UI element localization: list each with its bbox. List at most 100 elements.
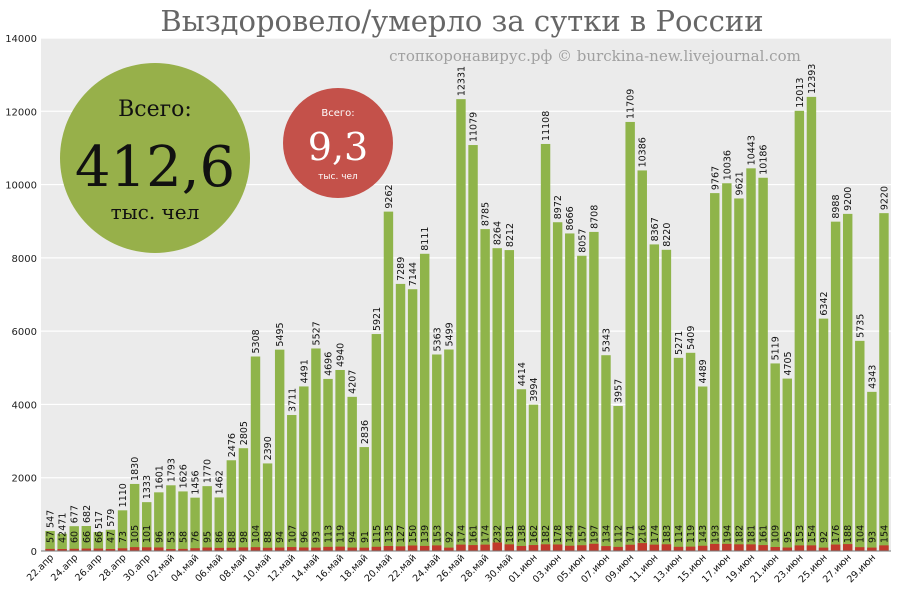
died-value-label: 91 — [360, 531, 371, 543]
died-value-label: 53 — [166, 531, 177, 543]
died-value-label: 188 — [843, 525, 854, 543]
died-bar — [311, 547, 321, 551]
died-value-label: 182 — [734, 525, 745, 543]
recovered-value-label: 8988 — [831, 194, 842, 218]
recovered-value-label: 5343 — [601, 328, 612, 352]
died-bar — [383, 546, 394, 551]
died-bar — [685, 546, 696, 551]
y-tick-label: 14000 — [5, 34, 37, 45]
died-value-label: 138 — [517, 525, 528, 543]
recovered-value-label: 8785 — [481, 202, 492, 226]
recovered-value-label: 1793 — [166, 458, 177, 482]
died-bar — [492, 542, 502, 551]
died-bar — [830, 544, 841, 551]
recovered-bar — [746, 168, 756, 552]
recovered-bar — [432, 354, 442, 551]
recovered-bar — [710, 193, 720, 552]
died-value-label: 153 — [432, 525, 443, 543]
recovered-bar — [69, 526, 79, 551]
died-value-label: 127 — [396, 525, 407, 543]
died-value-label: 66 — [82, 531, 93, 543]
recovered-bar — [299, 386, 309, 551]
died-bar — [661, 544, 672, 551]
recovered-bar — [335, 369, 345, 551]
died-value-label: 114 — [674, 525, 685, 543]
recovered-bar — [250, 356, 261, 551]
total-recovered-label-top: Всего: — [118, 97, 192, 122]
died-bar — [818, 547, 829, 551]
recovered-bar — [867, 391, 877, 551]
died-value-label: 161 — [759, 525, 770, 543]
recovered-value-label: 11709 — [626, 89, 637, 119]
died-value-label: 157 — [577, 525, 588, 543]
died-value-label: 232 — [493, 525, 504, 543]
died-value-label: 112 — [614, 525, 625, 543]
recovered-value-label: 4489 — [698, 359, 709, 383]
died-value-label: 95 — [203, 531, 214, 543]
recovered-value-label: 3957 — [614, 379, 625, 403]
died-bar — [758, 545, 768, 551]
died-value-label: 174 — [456, 525, 467, 543]
died-value-label: 76 — [191, 531, 202, 543]
died-value-label: 101 — [142, 525, 153, 543]
recovered-value-label: 579 — [106, 509, 117, 527]
recovered-value-label: 682 — [82, 505, 93, 523]
died-bar — [794, 545, 805, 551]
died-bar — [359, 547, 369, 551]
died-bar — [613, 546, 623, 551]
recovered-value-label: 4491 — [299, 359, 310, 383]
died-bar — [69, 548, 79, 551]
recovered-value-label: 10186 — [759, 145, 770, 175]
recovered-value-label: 7289 — [396, 257, 407, 281]
died-bar — [81, 548, 92, 551]
recovered-value-label: 12013 — [795, 78, 806, 108]
recovered-value-label: 9200 — [843, 187, 854, 211]
recovered-value-label: 2805 — [239, 421, 250, 445]
recovered-value-label: 4414 — [517, 362, 528, 386]
recovered-bar — [444, 349, 454, 551]
died-value-label: 193 — [710, 525, 721, 543]
recovered-value-label: 677 — [70, 505, 81, 523]
died-value-label: 174 — [650, 525, 661, 543]
recovered-bar — [589, 231, 599, 551]
died-value-label: 88 — [227, 531, 238, 543]
died-bar — [589, 543, 599, 551]
died-bar — [238, 547, 249, 551]
recovered-bar — [637, 170, 647, 551]
recovered-value-label: 10386 — [638, 137, 649, 167]
died-bar — [178, 548, 188, 551]
recovered-bar — [673, 357, 684, 551]
died-value-label: 178 — [553, 525, 564, 543]
died-bar — [734, 544, 744, 551]
recovered-bar — [516, 389, 527, 551]
recovered-value-label: 12331 — [456, 66, 467, 96]
recovered-bar — [528, 404, 539, 551]
died-value-label: 60 — [70, 531, 81, 543]
died-bar — [528, 545, 539, 551]
died-bar — [540, 544, 551, 551]
died-bar — [842, 544, 853, 551]
recovered-bar — [758, 177, 768, 551]
died-value-label: 47 — [106, 531, 117, 543]
died-bar — [166, 549, 176, 551]
recovered-value-label: 1830 — [130, 457, 141, 481]
total-recovered-circle — [60, 63, 250, 253]
died-value-label: 95 — [783, 531, 794, 543]
died-value-label: 107 — [287, 525, 298, 543]
recovered-value-label: 8212 — [505, 223, 516, 247]
recovered-value-label: 2476 — [227, 433, 238, 457]
died-bar — [637, 543, 647, 551]
chart-subtitle: стопкоронавирус.рф © burckina-new.livejo… — [389, 47, 801, 65]
died-value-label: 181 — [747, 525, 758, 543]
recovered-value-label: 8367 — [650, 217, 661, 241]
recovered-bar — [262, 463, 273, 551]
died-bar — [347, 547, 357, 551]
y-tick-label: 2000 — [12, 474, 37, 485]
died-value-label: 134 — [601, 525, 612, 543]
died-bar — [516, 545, 527, 551]
recovered-value-label: 5271 — [674, 331, 685, 355]
total-died-unit: тыс. чел — [318, 172, 358, 182]
recovered-bar — [117, 510, 128, 551]
died-value-label: 162 — [529, 525, 540, 543]
recovered-value-label: 9621 — [734, 171, 745, 195]
